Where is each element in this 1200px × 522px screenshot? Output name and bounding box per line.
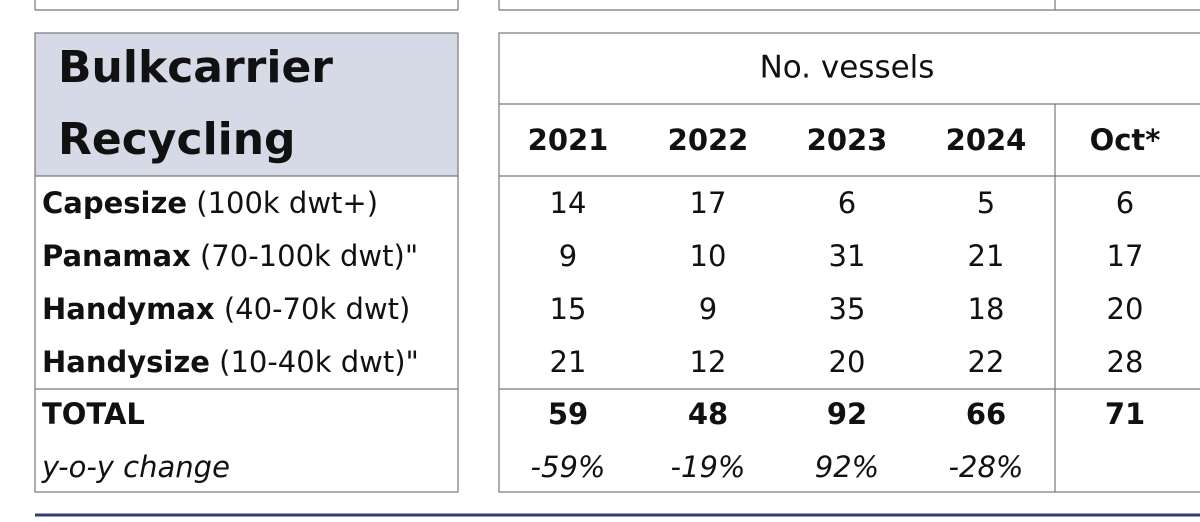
vessel-class: Panamax — [42, 239, 191, 273]
change-label: y-o-y change — [41, 450, 230, 484]
column-header: 2022 — [668, 123, 749, 157]
total-value: 92 — [827, 397, 867, 431]
change-value: -59% — [531, 450, 606, 484]
cell-value: 17 — [1107, 239, 1144, 273]
cell-value: 31 — [829, 239, 866, 273]
size-range: (10-40k dwt)" — [219, 345, 419, 379]
cell-value: 9 — [699, 292, 717, 326]
cell-value: 20 — [829, 345, 866, 379]
cell-value: 28 — [1107, 345, 1144, 379]
change-value: 92% — [815, 450, 879, 484]
left-table-frame — [34, 32, 459, 493]
column-header: 2024 — [946, 123, 1027, 157]
cell-value: 18 — [968, 292, 1005, 326]
table-title: Recycling — [58, 114, 296, 165]
size-range: (100k dwt+) — [196, 186, 378, 220]
cell-value: 9 — [559, 239, 577, 273]
change-value: -19% — [671, 450, 746, 484]
cell-value: 12 — [690, 345, 727, 379]
cell-value: 21 — [550, 345, 587, 379]
cell-value: 6 — [1116, 186, 1134, 220]
cell-value: 21 — [968, 239, 1005, 273]
total-value: 48 — [688, 397, 728, 431]
cell-value: 17 — [690, 186, 727, 220]
right-table-frame — [498, 32, 1200, 493]
row-label: Capesize (100k dwt+) — [42, 186, 378, 220]
row-label: Panamax (70-100k dwt)" — [42, 239, 418, 273]
column-header: 2021 — [528, 123, 609, 157]
cell-value: 6 — [838, 186, 856, 220]
size-range: (70-100k dwt)" — [200, 239, 418, 273]
row-label: Handymax (40-70k dwt) — [42, 292, 410, 326]
total-label: TOTAL — [42, 397, 145, 431]
cell-value: 5 — [977, 186, 995, 220]
column-header: 2023 — [807, 123, 888, 157]
cell-value: 35 — [829, 292, 866, 326]
cell-value: 15 — [550, 292, 587, 326]
cell-value: 20 — [1107, 292, 1144, 326]
vessel-class: Handysize — [42, 345, 210, 379]
table-title: Bulkcarrier — [58, 42, 333, 93]
cell-value: 14 — [550, 186, 587, 220]
total-value: 66 — [966, 397, 1006, 431]
title-cell — [35, 33, 458, 176]
cell-value: 10 — [690, 239, 727, 273]
total-value: 59 — [548, 397, 588, 431]
size-range: (40-70k dwt) — [224, 292, 410, 326]
change-value: -28% — [949, 450, 1024, 484]
column-header: Oct* — [1090, 123, 1161, 157]
row-label: Handysize (10-40k dwt)" — [42, 345, 419, 379]
cell-value: 22 — [968, 345, 1005, 379]
table-header: No. vessels — [760, 50, 935, 86]
vessel-class: Capesize — [42, 186, 187, 220]
vessel-class: Handymax — [42, 292, 215, 326]
total-value: 71 — [1105, 397, 1145, 431]
